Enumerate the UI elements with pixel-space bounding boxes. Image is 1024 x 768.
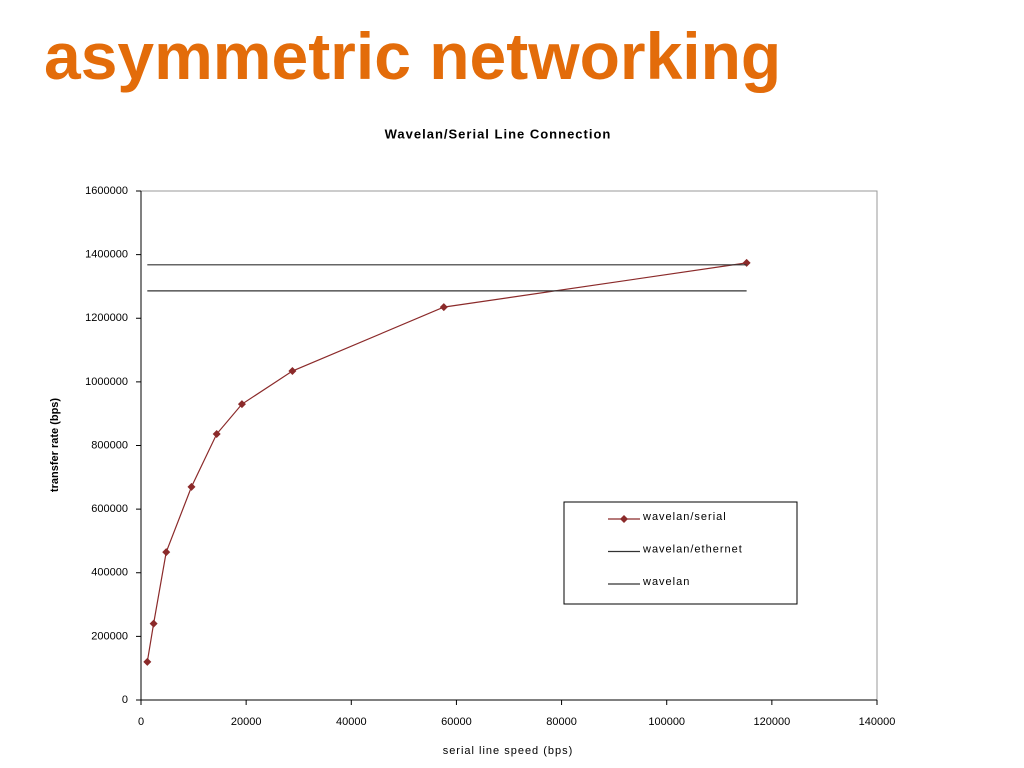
x-tick-label: 60000: [441, 716, 472, 728]
x-tick-label: 80000: [546, 716, 577, 728]
legend-label: wavelan/serial: [642, 511, 727, 523]
x-axis-label: serial line speed (bps): [443, 745, 574, 757]
x-tick-label: 0: [138, 716, 144, 728]
x-tick-label: 140000: [859, 716, 896, 728]
data-point: [742, 258, 751, 267]
data-point: [187, 482, 196, 491]
y-tick-label: 1200000: [85, 312, 128, 324]
legend-box: [563, 501, 798, 605]
y-tick-label: 200000: [91, 630, 128, 642]
y-axis-label: transfer rate (bps): [49, 398, 61, 492]
y-tick-label: 400000: [91, 567, 128, 579]
legend-label: wavelan: [642, 576, 690, 588]
y-tick-label: 1000000: [85, 376, 128, 388]
legend-marker: [620, 515, 628, 523]
y-tick-label: 1600000: [85, 185, 128, 197]
y-tick-label: 0: [122, 694, 128, 706]
x-tick-label: 120000: [753, 716, 790, 728]
x-tick-label: 40000: [336, 716, 367, 728]
plot-frame: [141, 190, 878, 700]
data-point: [237, 400, 246, 409]
data-point: [212, 430, 221, 439]
slide-title: asymmetric networking: [44, 19, 782, 93]
y-tick-label: 800000: [91, 439, 128, 451]
legend-label: wavelan/ethernet: [642, 543, 743, 555]
chart-title: Wavelan/Serial Line Connection: [385, 126, 612, 141]
x-tick-label: 100000: [648, 716, 685, 728]
data-point: [149, 619, 158, 628]
data-point: [162, 548, 171, 557]
y-tick-label: 1400000: [85, 249, 128, 261]
data-point: [439, 303, 448, 312]
data-point: [143, 657, 152, 666]
data-point: [288, 367, 297, 376]
y-tick-label: 600000: [91, 503, 128, 515]
x-tick-label: 20000: [231, 716, 262, 728]
